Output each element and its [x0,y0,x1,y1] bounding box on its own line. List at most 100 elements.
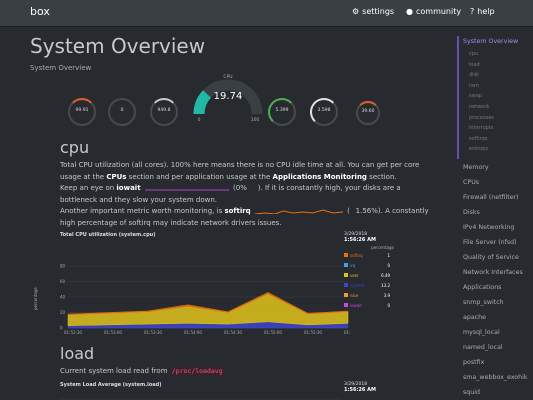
load-chart-title: System Load Average (system.load) [60,382,162,388]
sidebar-item-squid[interactable]: squid [463,389,481,396]
gauge-2[interactable]: 0 [108,98,136,126]
x-tick-label: 01:56:00 [344,330,350,334]
sidebar-item-mysql-local[interactable]: mysql_local [463,329,500,336]
cpu-chart-legend: 3/29/2018 1:56:26 AM percentage softirq 1… [344,232,394,310]
cpu-gauge[interactable]: CPU 19.74 0 100 [193,72,263,122]
load-legend-date: 3/29/2018 [344,382,368,387]
sidebar-subitem-cpu[interactable]: cpu [469,51,479,57]
x-tick-label: 01:55:00 [264,330,282,334]
brand-logo[interactable]: box [30,5,50,18]
sidebar-item-applications[interactable]: Applications [463,284,502,291]
sidebar-subitem-processes[interactable]: processes [469,114,494,121]
legend-value: 13.2 [381,282,390,288]
cpu-chart-title: Total CPU utilization (system.cpu) [60,232,156,238]
gauge-3[interactable]: 949.8 [150,98,178,126]
sidebar-item-disks[interactable]: Disks [463,209,480,216]
y-tick-label: 20 [60,310,66,315]
cpu-text: Another important metric worth monitorin… [60,207,225,215]
gauge-6[interactable]: 3.598 [310,98,338,126]
softirq-term: softirq [224,207,251,215]
sidebar-item-firewall-netfilter-[interactable]: Firewall (netfilter) [463,194,519,201]
y-tick-label: 60 [60,279,66,284]
gauge-arc [356,101,380,125]
legend-time: 1:56:26 AM [344,237,376,243]
legend-date: 3/29/2018 [344,232,368,237]
legend-value: 0 [387,302,390,308]
cpu-section-heading: cpu [60,138,90,157]
community-label: community [415,7,462,16]
sidebar-item-postfix[interactable]: postfix [463,359,485,366]
cpu-text: ). A constantly high percentage of softi… [60,207,429,227]
cpu-text: ( [230,184,236,192]
sidebar-subitem-interrupts[interactable]: interrupts [469,125,494,132]
gauge-min: 0 [198,117,201,122]
sidebar-item-apache[interactable]: apache [463,314,487,321]
legend-value: 1 [387,252,390,258]
legend-label: softirq [350,252,363,258]
legend-swatch [344,263,348,267]
sidebar-item-quality-of-service[interactable]: Quality of Service [463,254,519,261]
iowait-sparkline [144,189,229,191]
sidebar-item-cpus[interactable]: CPUs [463,179,480,186]
community-link[interactable]: ● community [406,7,461,16]
gauge-value: 949.8 [157,108,171,113]
legend-row-nice[interactable]: nice 3.9 [344,290,394,300]
sidebar-subitem-disk[interactable]: disk [469,72,480,79]
sidebar-subitem-ram[interactable]: ram [469,82,479,89]
sidebar-subitem-network[interactable]: network [469,104,490,110]
gauge-1[interactable]: 99.91 [68,98,96,126]
gauge-7[interactable]: 39.60 [356,101,380,125]
sidebar-item-system-overview[interactable]: System Overview [463,38,519,45]
x-tick-label: 01:52:30 [64,330,82,334]
sidebar-subitem-swap[interactable]: swap [469,93,482,100]
gear-icon: ⚙ [352,7,360,16]
legend-row-system[interactable]: system 13.2 [344,280,394,290]
softirq-value: 1.56% [355,207,378,215]
legend-row-iowait[interactable]: iowait 0 [344,300,394,310]
sidebar-item-sma-webbox-exohik[interactable]: sma_webbox_exohik [463,374,528,381]
legend-label: nice [350,292,359,298]
sidebar-item-memory[interactable]: Memory [463,164,489,171]
sidebar-item-network-interfaces[interactable]: Network Interfaces [463,269,523,276]
cpu-description: Total CPU utilization (all cores). 100% … [60,160,430,229]
gauge-label: CPU [223,74,232,80]
gauge-value: 5.399 [275,108,289,113]
load-description: Current system load read from /proc/load… [60,366,430,378]
legend-label: irq [350,262,356,268]
sidebar-subitem-softirqs[interactable]: softirqs [469,135,488,142]
legend-value: 0 [387,262,390,268]
help-icon: ? [470,7,475,16]
sidebar-item-snmp-switch[interactable]: snmp_switch [463,299,504,306]
sidebar-subitem-entropy[interactable]: entropy [469,146,489,153]
sidebar-item-named-local[interactable]: named_local [463,344,503,351]
series-area-softirq [67,292,349,316]
gauge-arc [150,98,178,126]
settings-link[interactable]: ⚙ settings [352,7,394,16]
y-tick-label: 40 [60,295,66,300]
load-chart[interactable] [60,394,340,400]
load-section-heading: load [60,344,95,363]
legend-row-softirq[interactable]: softirq 1 [344,250,394,260]
load-chart-legend: 3/29/2018 1:56:26 AM [344,382,376,393]
sidebar-subitem-load[interactable]: load [469,61,480,68]
gauge-value: 99.91 [75,108,89,113]
iowait-term: iowait [116,184,141,192]
apps-link[interactable]: Applications Monitoring [272,172,367,181]
legend-row-user[interactable]: user 6.49 [344,270,394,280]
x-tick-label: 01:54:30 [224,330,242,334]
help-label: help [477,7,495,16]
help-link[interactable]: ? help [470,7,495,16]
y-tick-label: 0 [60,326,63,331]
legend-swatch [344,253,348,257]
legend-swatch [344,293,348,297]
legend-row-irq[interactable]: irq 0 [344,260,394,270]
sidebar-item-file-server-nfsd-[interactable]: File Server (nfsd) [463,239,517,246]
legend-swatch [344,303,348,307]
cpus-link[interactable]: CPUs [106,172,127,181]
cpu-text: Keep an eye on [60,184,117,192]
gauge-5[interactable]: 5.399 [268,98,296,126]
y-axis-ticks: 0 20 40 60 80 [60,264,66,331]
sidebar-item-ipv4-networking[interactable]: IPv4 Networking [463,224,515,231]
legend-swatch [344,283,348,287]
